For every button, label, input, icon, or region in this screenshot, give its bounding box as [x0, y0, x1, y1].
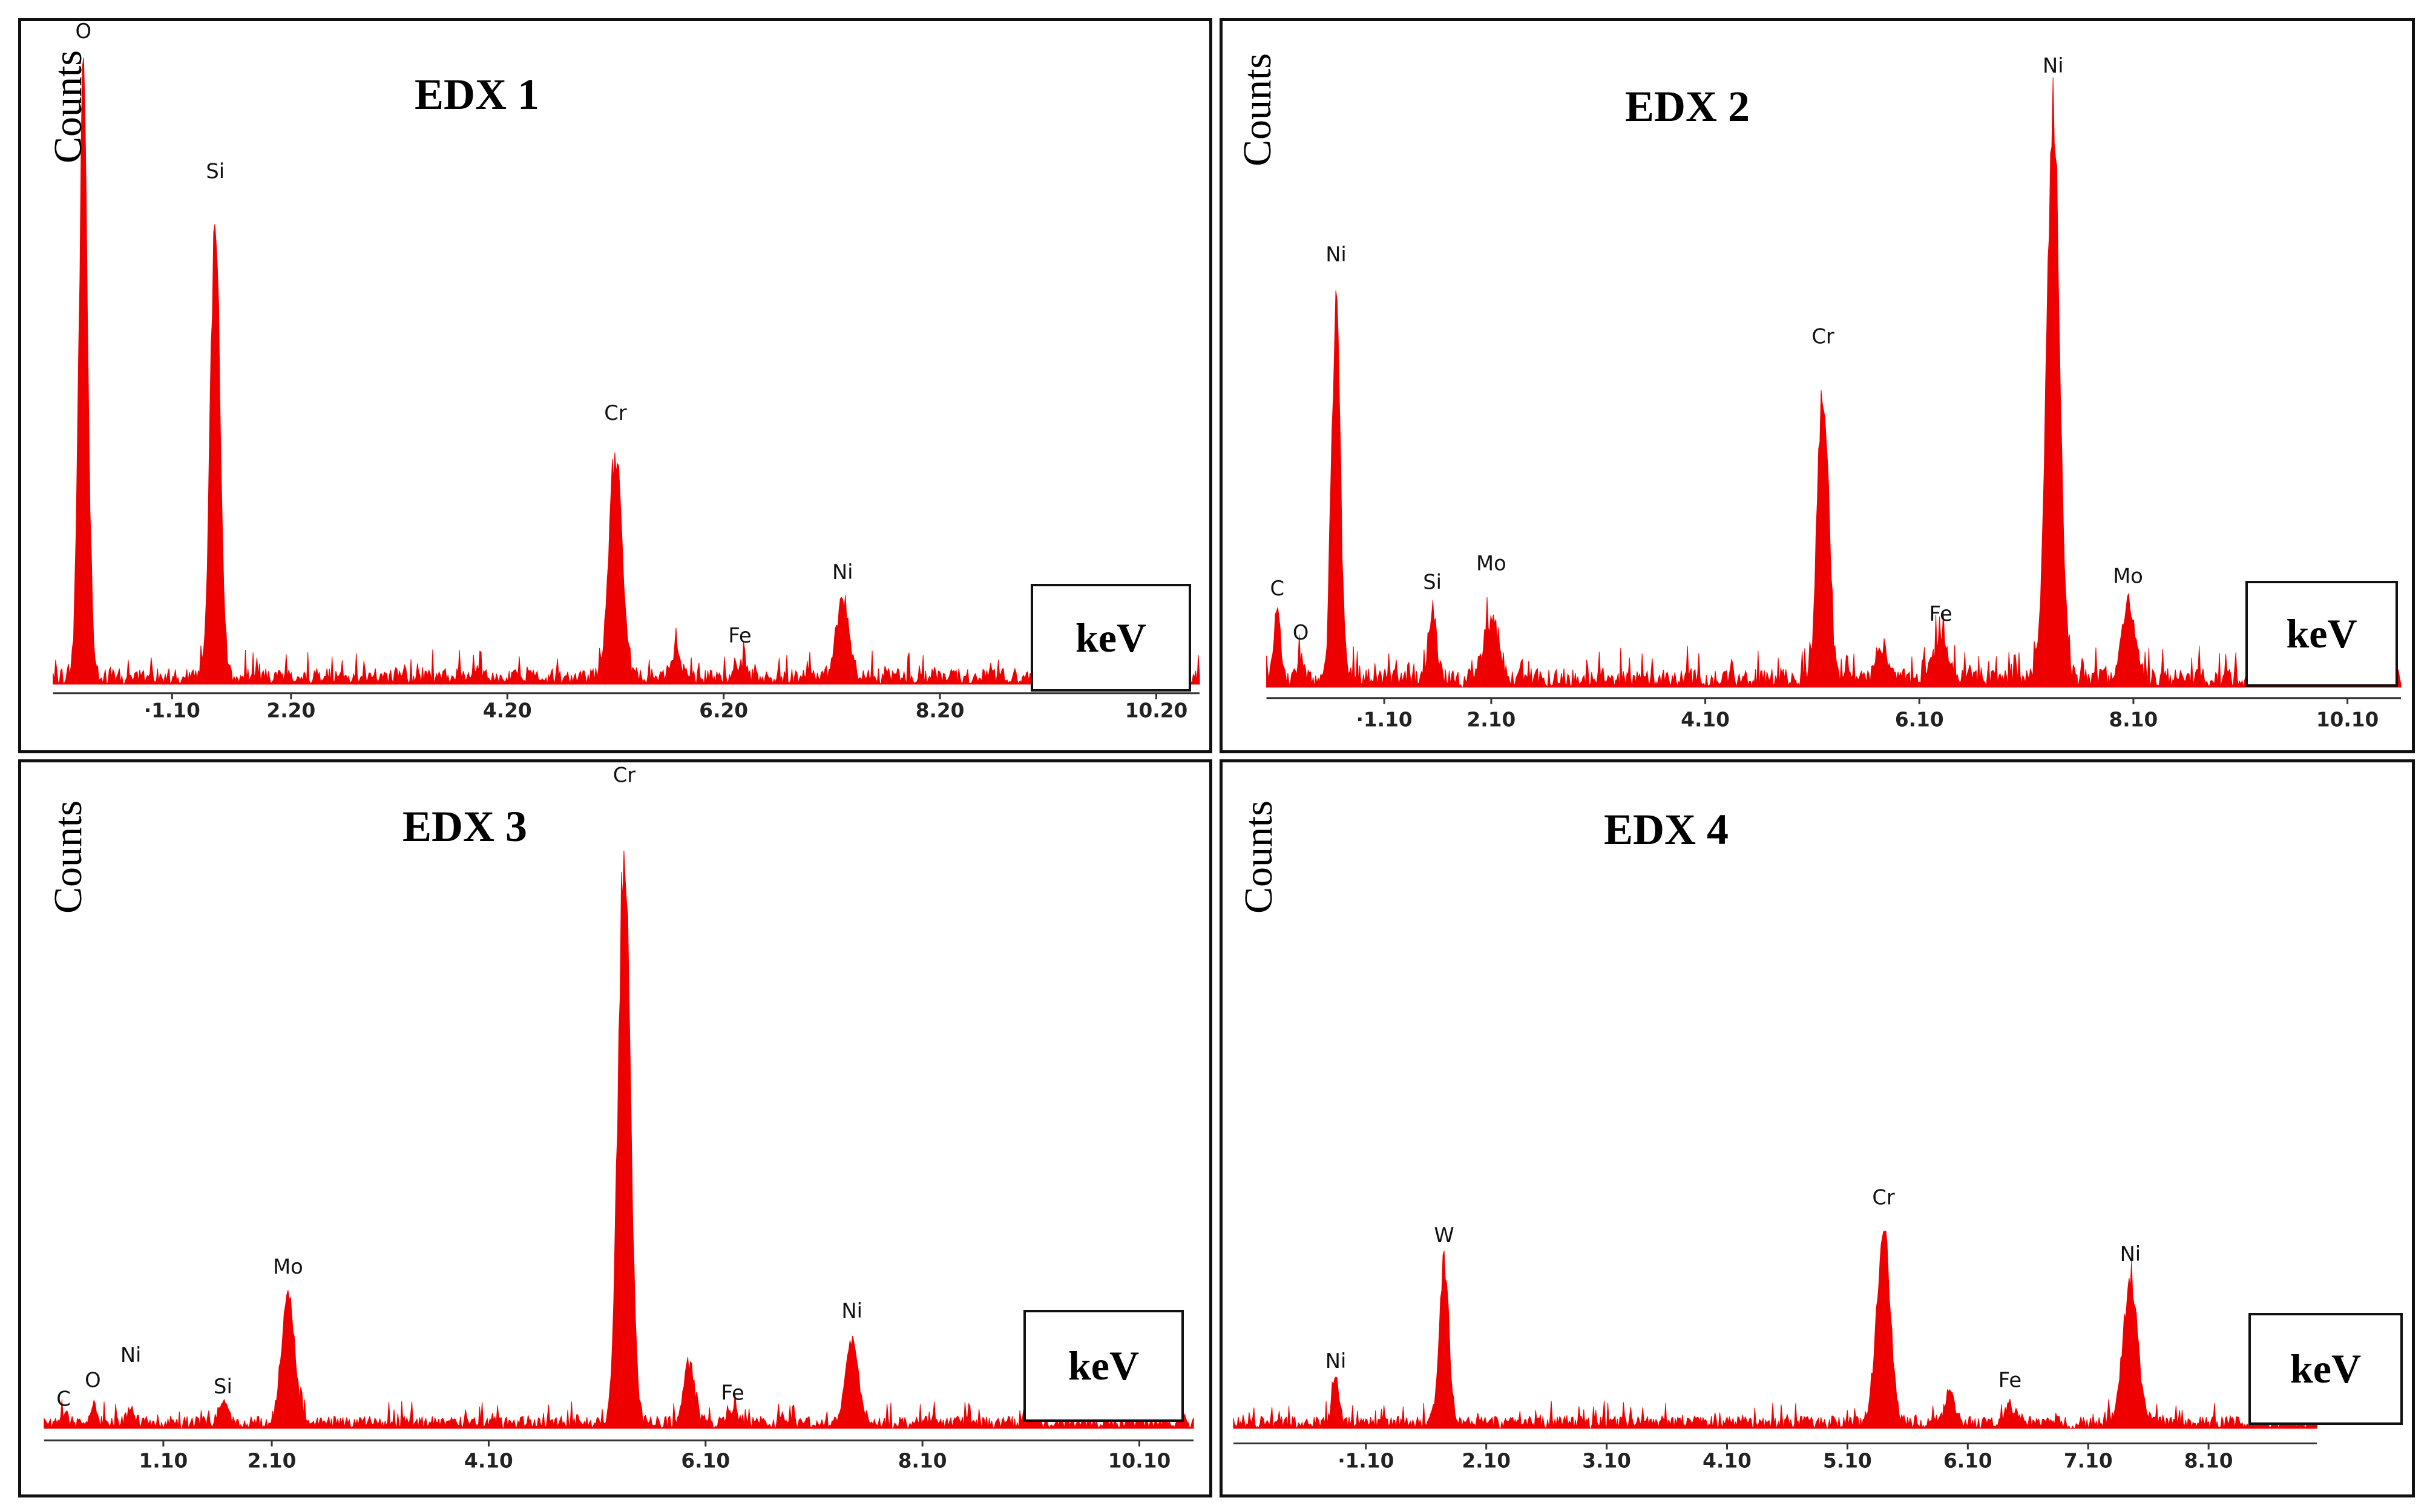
edx-2-chart: ·1.10 2.10 4.10 6.10 8.10 10.10 CO Ni Si Mo Cr Fe Ni… [1266, 54, 2402, 731]
edx-4-x-tick-label: 8.10 [2184, 1449, 2233, 1472]
edx-1-y-axis-label: Counts [46, 50, 90, 163]
edx-3-title: EDX 3 [402, 802, 528, 851]
edx-4-peak-label-ni: Ni [2120, 1242, 2141, 1266]
edx-3-x-tick-label: 8.10 [898, 1449, 947, 1472]
edx-3-x-tick-label: 1.10 [139, 1449, 188, 1472]
edx-2-peak-label-o: O [1293, 621, 1309, 644]
edx-1-peak-label-cr: Cr [604, 401, 627, 425]
edx-2-x-tick-label: 4.10 [1681, 708, 1730, 731]
edx-3-peak-label-mo: Mo [273, 1255, 303, 1278]
edx-3-x-tick-label: 4.10 [464, 1449, 513, 1472]
edx-3-panel: 1.10 2.10 4.10 6.10 8.10 10.10 C O Ni Si Mo Cr Fe Ni … [18, 759, 1212, 1497]
edx-3-unit-box: keV [1023, 1310, 1184, 1422]
edx-3-x-tick-label: 6.10 [681, 1449, 730, 1472]
edx-3-chart: 1.10 2.10 4.10 6.10 8.10 10.10 CO Ni Si Mo Cr Fe Ni [44, 764, 1194, 1472]
edx-4-x-tick-label: 4.10 [1703, 1449, 1752, 1472]
edx-4-y-axis-label: Counts [1236, 800, 1281, 914]
edx-2-peak-label-mo: Mo [1476, 551, 1506, 575]
edx-1-title: EDX 1 [415, 70, 540, 119]
edx-3-peak-label-fe: Fe [721, 1381, 744, 1404]
edx-2-peak-label-si: Si [1423, 571, 1442, 594]
edx-1-x-tick-label: 8.20 [916, 699, 965, 722]
edx-4-x-tick-label: 2.10 [1462, 1449, 1511, 1472]
edx-3-y-axis-label: Counts [46, 800, 90, 914]
edx-2-peak-label-ni: Ni [1325, 243, 1347, 266]
edx-1-x-tick-label: 10.20 [1125, 699, 1187, 722]
edx-4-peak-label-w: W [1434, 1223, 1454, 1247]
edx-2-peak-label-mo: Mo [2113, 564, 2143, 587]
edx-1-unit-box: keV [1031, 584, 1191, 692]
edx-1-panel: ·1.10 2.20 4.20 6.20 8.20 10.20 O Si Cr Fe Ni EDX … [18, 18, 1212, 753]
edx-2-peak-label-c: C [1270, 577, 1284, 600]
edx-2-peak-label-ni: Ni [2043, 54, 2064, 77]
edx-4-peak-label-cr: Cr [1872, 1185, 1895, 1209]
edx-3-peak-label-ni: Ni [120, 1343, 142, 1367]
edx-3-x-tick-label: 10.10 [1108, 1449, 1171, 1472]
edx-1-peak-label-si: Si [206, 159, 225, 183]
edx-4-panel: ·1.10 2.10 3.10 4.10 5.10 6.10 7.10 8.10 Ni W Cr Fe… [1220, 759, 2415, 1497]
edx-4-peak-label-fe: Fe [1998, 1368, 2021, 1392]
edx-1-spectrum [53, 57, 1200, 686]
edx-3-peak-label-c: C [56, 1387, 71, 1411]
edx-2-peak-label-fe: Fe [1929, 602, 1952, 626]
edx-1-x-tick-label: 2.20 [266, 699, 315, 722]
edx-4-x-tick-label: 6.10 [1943, 1449, 1992, 1472]
edx-2-spectrum [1266, 77, 2402, 688]
edx-1-x-tick-label: 4.20 [483, 699, 532, 722]
edx-4-spectrum [1233, 1231, 2317, 1430]
edx-1-x-tick-label: ·1.10 [144, 699, 200, 722]
edx-1-x-tick-label: 6.20 [699, 699, 748, 722]
edx-4-x-tick-label: ·1.10 [1338, 1449, 1394, 1472]
edx-2-title: EDX 2 [1625, 82, 1750, 131]
edx-1-peak-label-o: O [75, 21, 91, 43]
edx-2-x-tick-label: ·1.10 [1356, 708, 1412, 731]
edx-4-x-tick-label: 7.10 [2064, 1449, 2113, 1472]
edx-4-x-tick-label: 3.10 [1582, 1449, 1631, 1472]
edx-3-peak-label-o: O [85, 1368, 101, 1392]
edx-4-title: EDX 4 [1604, 805, 1729, 854]
edx-2-unit-box: keV [2245, 581, 2398, 687]
edx-4-peak-label-ni: Ni [1325, 1349, 1347, 1373]
edx-1-chart: ·1.10 2.20 4.20 6.20 8.20 10.20 O Si Cr Fe Ni [53, 21, 1200, 722]
edx-2-x-tick-label: 8.10 [2109, 708, 2158, 731]
edx-4-chart: ·1.10 2.10 3.10 4.10 5.10 6.10 7.10 8.10 Ni W Cr Fe… [1233, 1185, 2317, 1472]
edx-4-unit-box: keV [2248, 1313, 2403, 1425]
edx-3-peak-label-cr: Cr [613, 764, 636, 787]
edx-2-x-tick-label: 6.10 [1895, 708, 1944, 731]
edx-2-x-tick-label: 2.10 [1467, 708, 1516, 731]
edx-1-peak-label-fe: Fe [728, 624, 751, 647]
edx-2-x-tick-label: 10.10 [2316, 708, 2379, 731]
edx-4-x-tick-label: 5.10 [1823, 1449, 1872, 1472]
edx-2-y-axis-label: Counts [1235, 53, 1279, 166]
edx-3-x-tick-label: 2.10 [248, 1449, 297, 1472]
edx-3-peak-label-si: Si [214, 1375, 232, 1398]
edx-3-spectrum [44, 851, 1194, 1430]
edx-1-peak-label-ni: Ni [832, 560, 853, 584]
edx-2-peak-label-cr: Cr [1811, 325, 1834, 349]
edx-2-panel: ·1.10 2.10 4.10 6.10 8.10 10.10 C O Ni Si Mo Cr Fe Ni… [1220, 18, 2415, 753]
edx-3-peak-label-ni: Ni [841, 1299, 862, 1323]
